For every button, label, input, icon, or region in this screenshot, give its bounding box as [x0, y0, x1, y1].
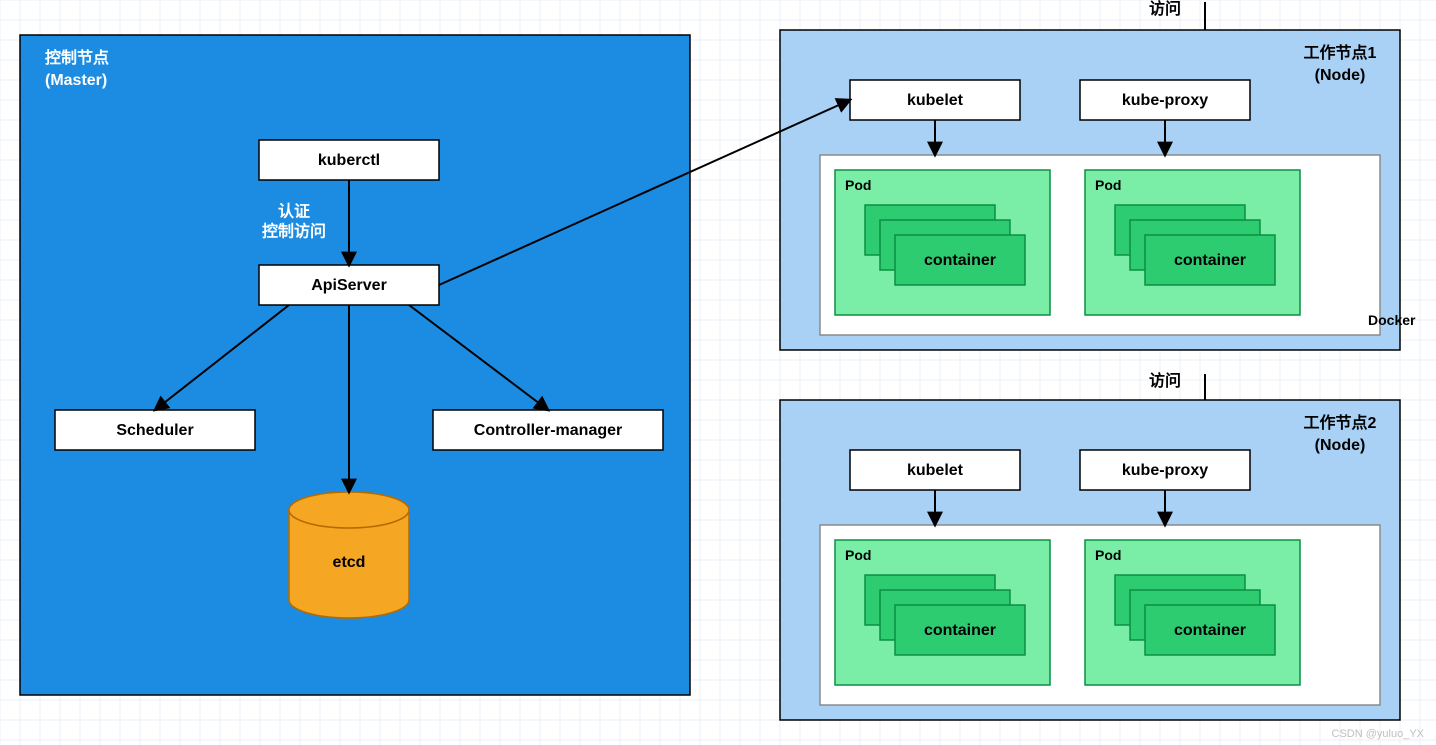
node2-pod2-container-label: container: [1174, 622, 1246, 639]
node2-kubelet-label: kubelet: [907, 462, 964, 479]
etcd-cylinder: etcd: [289, 492, 409, 618]
node2-title-1: 工作节点2: [1304, 413, 1377, 432]
node1-access-label: 访问: [1149, 0, 1181, 18]
watermark: CSDN @yuluo_YX: [1332, 728, 1425, 740]
auth-label-2: 控制访问: [262, 222, 326, 241]
controller-box-label: Controller-manager: [474, 422, 622, 439]
node2-pod1-label: Pod: [845, 547, 871, 563]
node1-kubeproxy-label: kube-proxy: [1122, 92, 1208, 109]
node1-title-1: 工作节点1: [1304, 43, 1377, 62]
node2-pod1-container-label: container: [924, 622, 996, 639]
node2-pod2-label: Pod: [1095, 547, 1121, 563]
node1-pod2-container-label: container: [1174, 252, 1246, 269]
node1-title-2: (Node): [1315, 67, 1366, 84]
node1-pod2-label: Pod: [1095, 177, 1121, 193]
kuberctl-box-label: kuberctl: [318, 152, 380, 169]
node1-pod1-container-label: container: [924, 252, 996, 269]
node1-kubelet-label: kubelet: [907, 92, 964, 109]
master-title-2: (Master): [45, 72, 107, 89]
master-panel: 控制节点 (Master) kuberctl ApiServer Scheduler Co…: [20, 35, 690, 695]
etcd-label: etcd: [333, 554, 366, 571]
node2-title-2: (Node): [1315, 437, 1366, 454]
node2-kubeproxy-label: kube-proxy: [1122, 462, 1208, 479]
node2-panel: 访问工作节点2 (Node) kubelet kube-proxy Pod contain…: [780, 371, 1400, 720]
node1-pod1-label: Pod: [845, 177, 871, 193]
master-title-1: 控制节点: [45, 48, 109, 67]
node1-panel: 访问工作节点1 (Node) kubelet kube-proxy Docker Pod c…: [780, 0, 1416, 350]
apiserver-box-label: ApiServer: [311, 277, 387, 294]
scheduler-box-label: Scheduler: [116, 422, 193, 439]
node1-docker-label: Docker: [1368, 312, 1416, 328]
node2-access-label: 访问: [1149, 371, 1181, 390]
auth-label-1: 认证: [278, 202, 310, 221]
